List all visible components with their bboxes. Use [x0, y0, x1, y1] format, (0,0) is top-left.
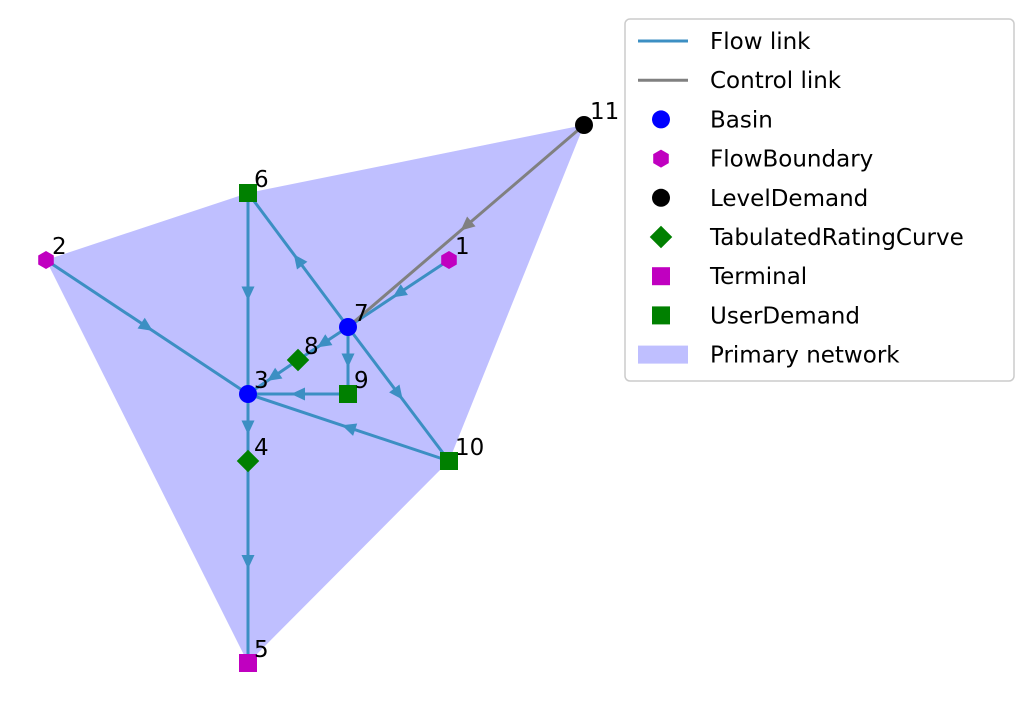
legend-label: Basin [710, 107, 773, 133]
legend-patch-swatch [638, 346, 688, 364]
legend-circle-marker [652, 189, 670, 207]
legend-label: TabulatedRatingCurve [709, 225, 964, 251]
node-label-9: 9 [354, 368, 369, 394]
legend-label: LevelDemand [710, 186, 868, 212]
node-label-7: 7 [354, 301, 369, 327]
legend: Flow link Control link Basin FlowBoundary Le… [625, 19, 1014, 381]
node-label-3: 3 [254, 368, 269, 394]
legend-label: Flow link [710, 29, 811, 55]
node-label-10: 10 [455, 435, 484, 461]
legend-label: FlowBoundary [710, 147, 873, 173]
node-label-2: 2 [52, 234, 67, 260]
node-label-6: 6 [254, 167, 269, 193]
node-label-4: 4 [254, 435, 269, 461]
legend-label: Primary network [710, 343, 900, 369]
legend-label: Terminal [709, 264, 807, 290]
legend-label: UserDemand [710, 303, 860, 329]
node-label-5: 5 [254, 637, 269, 663]
node-label-8: 8 [304, 334, 319, 360]
legend-label: Control link [710, 68, 842, 94]
node-label-11: 11 [590, 99, 619, 125]
legend-square-marker [652, 306, 670, 324]
legend-square-marker [652, 267, 670, 285]
node-label-1: 1 [455, 234, 470, 260]
legend-circle-marker [652, 110, 670, 128]
